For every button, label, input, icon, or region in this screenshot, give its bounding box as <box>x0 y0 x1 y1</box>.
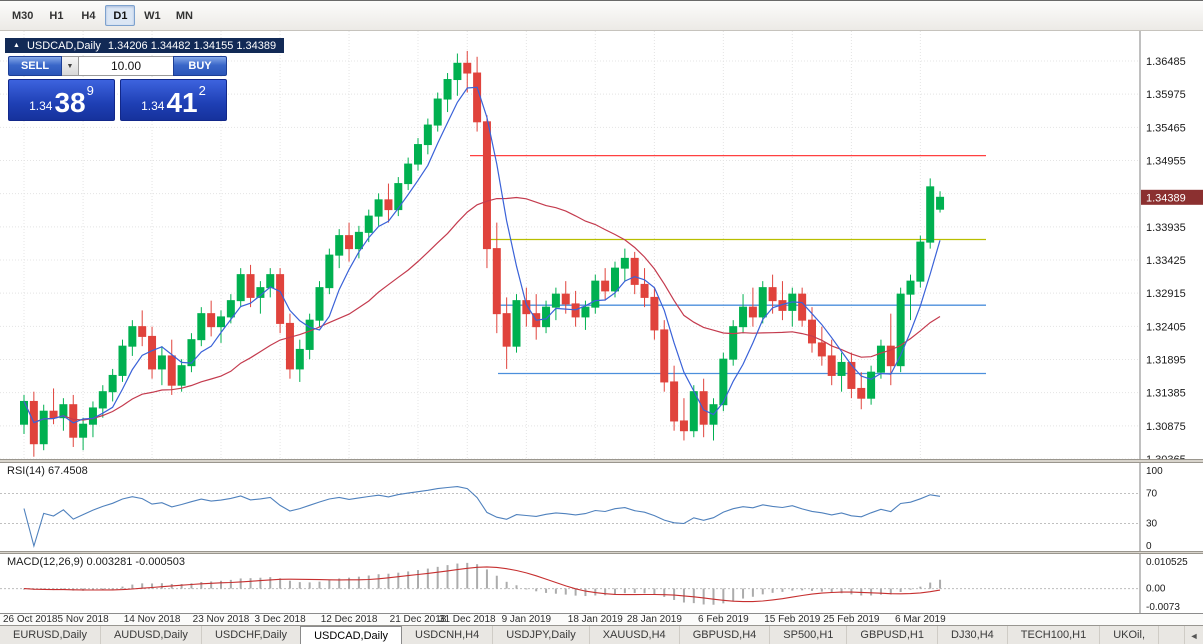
tab-usdcnh-h4[interactable]: USDCNH,H4 <box>402 626 494 644</box>
macd-scale-label: 0.010525 <box>1146 557 1188 568</box>
price-tick-label: 1.30365 <box>1146 454 1186 459</box>
price-chart-canvas[interactable]: 1.364851.359751.354651.349551.344451.339… <box>0 31 1203 459</box>
price-tick-label: 1.33935 <box>1146 222 1186 234</box>
time-axis-label: 23 Nov 2018 <box>192 614 250 625</box>
tab-tech100-h1[interactable]: TECH100,H1 <box>1008 626 1101 644</box>
price-tick-label: 1.31385 <box>1146 388 1186 400</box>
timeframe-mn-button[interactable]: MN <box>169 5 199 26</box>
macd-histogram-layer <box>23 562 942 605</box>
rsi-line-layer <box>23 486 941 549</box>
tab-usdchf-daily[interactable]: USDCHF,Daily <box>202 626 302 644</box>
rsi-panel-canvas[interactable]: 100 70 30 0 <box>0 463 1203 551</box>
tab-audusd-daily[interactable]: AUDUSD,Daily <box>101 626 202 644</box>
symbol-label: USDCAD,Daily <box>26 39 101 52</box>
macd-indicator-label: MACD(12,26,9) 0.003281 -0.000503 <box>7 556 185 568</box>
bid-prefix: 1.34 <box>29 99 53 113</box>
svg-text:1.34389: 1.34389 <box>1146 192 1186 204</box>
timeframe-d1-button[interactable]: D1 <box>105 5 136 26</box>
spinner-arrow-icon: ▼ <box>66 62 74 70</box>
timeframe-w1-button[interactable]: W1 <box>137 5 167 26</box>
tab-ukoil[interactable]: UKOil, <box>1100 626 1159 644</box>
timeframe-h1-button[interactable]: H1 <box>41 5 71 26</box>
time-axis-label: 18 Jan 2019 <box>567 614 623 625</box>
time-axis-label: 26 Oct 2018 <box>3 614 58 625</box>
rsi-scale: 100 70 30 0 <box>1139 463 1163 551</box>
tab-xauusd-h4[interactable]: XAUUSD,H4 <box>590 626 680 644</box>
tab-sp500-h1[interactable]: SP500,H1 <box>770 626 848 644</box>
panel-splitter[interactable] <box>0 459 1203 463</box>
ohlc-values: 1.34206 1.34482 1.34155 1.34389 <box>107 39 277 52</box>
macd-signal-layer <box>23 566 941 603</box>
price-tick-label: 1.32405 <box>1146 321 1186 333</box>
chart-symbol-header[interactable]: ▲ USDCAD,Daily 1.34206 1.34482 1.34155 1… <box>5 38 285 53</box>
price-scale[interactable]: 1.364851.359751.354651.349551.344451.339… <box>1139 31 1186 459</box>
tab-eurusd-daily[interactable]: EURUSD,Daily <box>0 626 101 644</box>
volume-input[interactable] <box>79 56 173 76</box>
ask-pips: 41 <box>166 87 198 119</box>
time-axis-label: 28 Jan 2019 <box>626 614 682 625</box>
price-tick-label: 1.31895 <box>1146 355 1186 367</box>
horizontal-trendlines-layer[interactable] <box>470 154 986 375</box>
time-axis[interactable]: 26 Oct 2018 5 Nov 2018 14 Nov 2018 23 Nov 2… <box>0 613 1203 625</box>
price-tick-label: 1.34955 <box>1146 156 1186 168</box>
price-tick-label: 1.35465 <box>1146 122 1186 134</box>
bid-point: 9 <box>86 83 94 98</box>
volume-spinner[interactable]: ▼ <box>62 56 79 76</box>
rsi-level-label: 0 <box>1146 541 1152 551</box>
tab-usdjpy-daily[interactable]: USDJPY,Daily <box>493 626 590 644</box>
bid-pips: 38 <box>54 87 86 119</box>
timeframe-h4-button[interactable]: H4 <box>73 5 103 26</box>
ask-point: 2 <box>198 83 206 98</box>
time-axis-label: 3 Dec 2018 <box>254 614 306 625</box>
time-axis-label: 21 Dec 2018 <box>389 614 447 625</box>
timeframe-m30-button[interactable]: M30 <box>6 5 39 26</box>
candles-layer <box>20 50 945 457</box>
tab-usdcad-daily[interactable]: USDCAD,Daily <box>300 626 403 644</box>
price-tick-label: 1.35975 <box>1146 89 1186 101</box>
moving-averages-layer <box>23 86 941 424</box>
ask-price-display[interactable]: 1.34 41 2 <box>120 79 227 121</box>
rsi-level-label: 100 <box>1146 466 1163 477</box>
time-axis-label: 14 Nov 2018 <box>123 614 181 625</box>
price-tick-label: 1.32915 <box>1146 288 1186 300</box>
time-axis-label: 9 Jan 2019 <box>501 614 552 625</box>
rsi-indicator-label: RSI(14) 67.4508 <box>7 465 88 477</box>
current-price-badge: 1.34389 <box>1141 189 1203 205</box>
rsi-levels-layer <box>0 493 1140 524</box>
tab-gbpusd-h4[interactable]: GBPUSD,H4 <box>680 626 771 644</box>
time-axis-label: 6 Mar 2019 <box>895 614 946 625</box>
sell-button[interactable]: SELL <box>8 56 62 76</box>
ask-prefix: 1.34 <box>141 99 165 113</box>
bid-price-display[interactable]: 1.34 38 9 <box>8 79 115 121</box>
price-tick-label: 1.30875 <box>1146 421 1186 433</box>
macd-scale-label: -0.0073 <box>1146 602 1180 613</box>
rsi-level-label: 70 <box>1146 489 1158 500</box>
macd-panel-canvas[interactable]: 0.010525 0.00 -0.0073 <box>0 554 1203 613</box>
tabs-scroll-left-button[interactable]: ◄ <box>1184 626 1203 644</box>
timeframe-toolbar: M30 H1 H4 D1 W1 MN <box>0 1 1203 31</box>
rsi-level-label: 30 <box>1146 519 1158 530</box>
macd-scale-label: 0.00 <box>1146 584 1166 595</box>
time-axis-label: 25 Feb 2019 <box>823 614 880 625</box>
buy-button[interactable]: BUY <box>173 56 227 76</box>
time-axis-label: 15 Feb 2019 <box>764 614 821 625</box>
price-tick-label: 1.36485 <box>1146 56 1186 68</box>
tab-dj30-h4[interactable]: DJ30,H4 <box>938 626 1008 644</box>
collapse-icon[interactable]: ▲ <box>13 42 20 49</box>
time-axis-label: 5 Nov 2018 <box>57 614 109 625</box>
tab-gbpusd-h1[interactable]: GBPUSD,H1 <box>847 626 938 644</box>
macd-scale: 0.010525 0.00 -0.0073 <box>1139 554 1188 613</box>
panel-splitter[interactable] <box>0 551 1203 554</box>
time-axis-label: 12 Dec 2018 <box>320 614 378 625</box>
price-tick-label: 1.33425 <box>1146 255 1186 267</box>
time-axis-label: 6 Feb 2019 <box>698 614 749 625</box>
chart-tabs-bar: EURUSD,Daily AUDUSD,Daily USDCHF,Daily USDC… <box>0 625 1203 644</box>
time-axis-label: 31 Dec 2018 <box>438 614 496 625</box>
